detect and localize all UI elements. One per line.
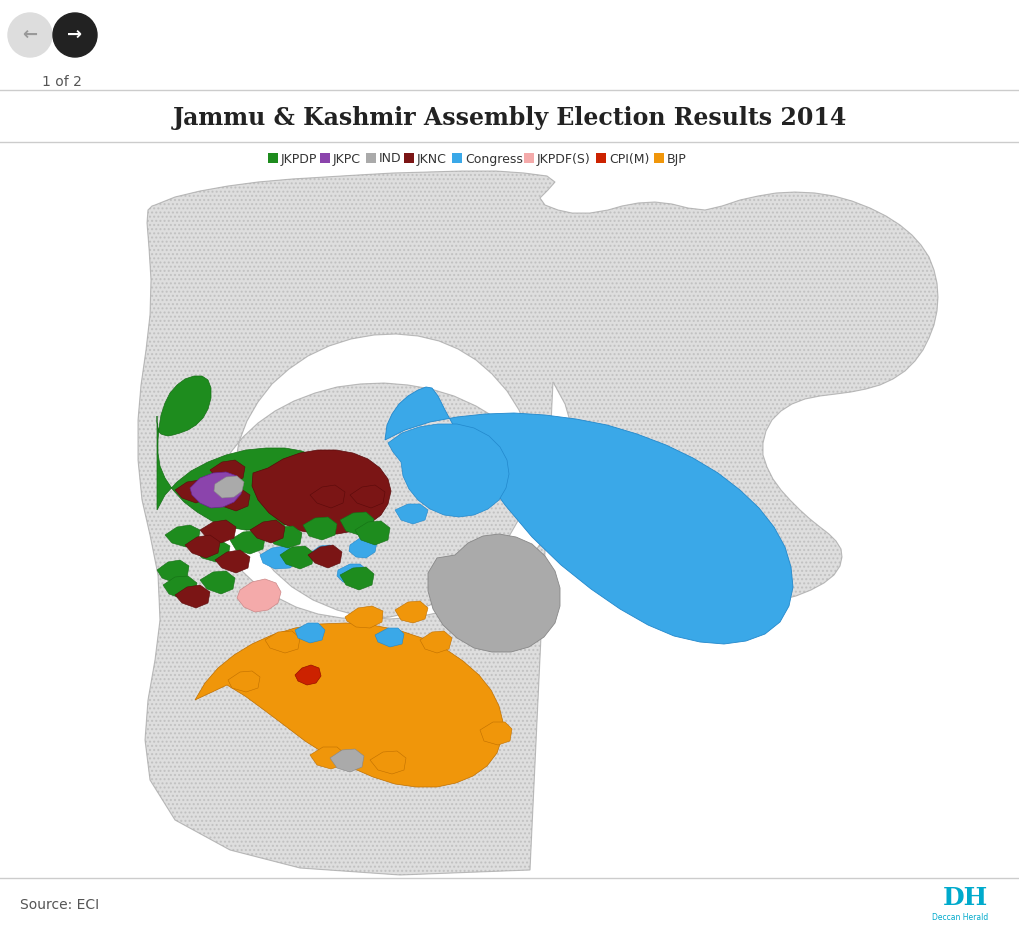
Text: JKNC: JKNC	[417, 153, 446, 166]
Text: IND: IND	[379, 153, 401, 166]
Polygon shape	[420, 631, 451, 653]
Circle shape	[53, 13, 97, 57]
Text: DH: DH	[942, 886, 987, 910]
Circle shape	[8, 13, 52, 57]
Polygon shape	[350, 485, 384, 508]
Text: Source: ECI: Source: ECI	[20, 898, 99, 912]
Polygon shape	[163, 576, 197, 599]
Polygon shape	[428, 534, 559, 652]
Polygon shape	[252, 450, 390, 534]
Text: Jammu & Kashmir Assembly Election Results 2014: Jammu & Kashmir Assembly Election Result…	[172, 106, 847, 130]
Text: JKPDP: JKPDP	[280, 153, 317, 166]
Polygon shape	[260, 546, 298, 569]
FancyBboxPatch shape	[653, 153, 663, 163]
FancyBboxPatch shape	[366, 153, 376, 163]
Polygon shape	[215, 550, 250, 573]
Polygon shape	[195, 540, 229, 562]
Polygon shape	[394, 601, 428, 623]
Polygon shape	[184, 535, 220, 558]
Polygon shape	[339, 567, 374, 590]
Polygon shape	[330, 749, 364, 772]
FancyBboxPatch shape	[524, 153, 534, 163]
Polygon shape	[236, 579, 280, 612]
Polygon shape	[214, 476, 244, 498]
Polygon shape	[228, 671, 260, 692]
Polygon shape	[303, 517, 336, 540]
Polygon shape	[310, 747, 344, 769]
Polygon shape	[480, 722, 512, 745]
Polygon shape	[165, 525, 200, 547]
Polygon shape	[294, 623, 325, 643]
Polygon shape	[195, 623, 502, 787]
Polygon shape	[175, 585, 210, 608]
Text: BJP: BJP	[666, 153, 686, 166]
Polygon shape	[157, 376, 330, 530]
Polygon shape	[370, 751, 406, 774]
Polygon shape	[355, 521, 389, 545]
Polygon shape	[190, 472, 243, 508]
FancyBboxPatch shape	[268, 153, 278, 163]
Polygon shape	[348, 537, 377, 558]
Polygon shape	[308, 545, 341, 568]
Polygon shape	[250, 520, 284, 543]
FancyBboxPatch shape	[451, 153, 462, 163]
Text: ←: ←	[22, 26, 38, 44]
Polygon shape	[200, 571, 234, 594]
FancyBboxPatch shape	[595, 153, 605, 163]
Polygon shape	[229, 531, 265, 554]
Polygon shape	[265, 631, 300, 653]
Polygon shape	[200, 520, 235, 543]
Polygon shape	[138, 171, 937, 875]
Polygon shape	[384, 387, 792, 644]
Polygon shape	[344, 606, 382, 628]
Polygon shape	[268, 526, 302, 548]
Polygon shape	[294, 665, 321, 685]
Polygon shape	[336, 564, 367, 584]
Text: Congress: Congress	[465, 153, 523, 166]
Text: JKPC: JKPC	[332, 153, 361, 166]
Text: Deccan Herald: Deccan Herald	[930, 913, 987, 923]
Polygon shape	[394, 504, 428, 524]
Polygon shape	[387, 424, 508, 517]
FancyBboxPatch shape	[404, 153, 414, 163]
Polygon shape	[310, 545, 337, 564]
Text: →: →	[67, 26, 83, 44]
Polygon shape	[210, 460, 245, 483]
Polygon shape	[339, 512, 374, 535]
Text: 1 of 2: 1 of 2	[42, 75, 82, 89]
Polygon shape	[175, 480, 210, 503]
Polygon shape	[280, 546, 314, 569]
Text: JKPDF(S): JKPDF(S)	[536, 153, 590, 166]
Polygon shape	[310, 485, 344, 508]
FancyBboxPatch shape	[320, 153, 330, 163]
Polygon shape	[157, 560, 189, 583]
Text: CPI(M): CPI(M)	[608, 153, 649, 166]
Polygon shape	[215, 488, 250, 511]
Polygon shape	[375, 628, 404, 647]
